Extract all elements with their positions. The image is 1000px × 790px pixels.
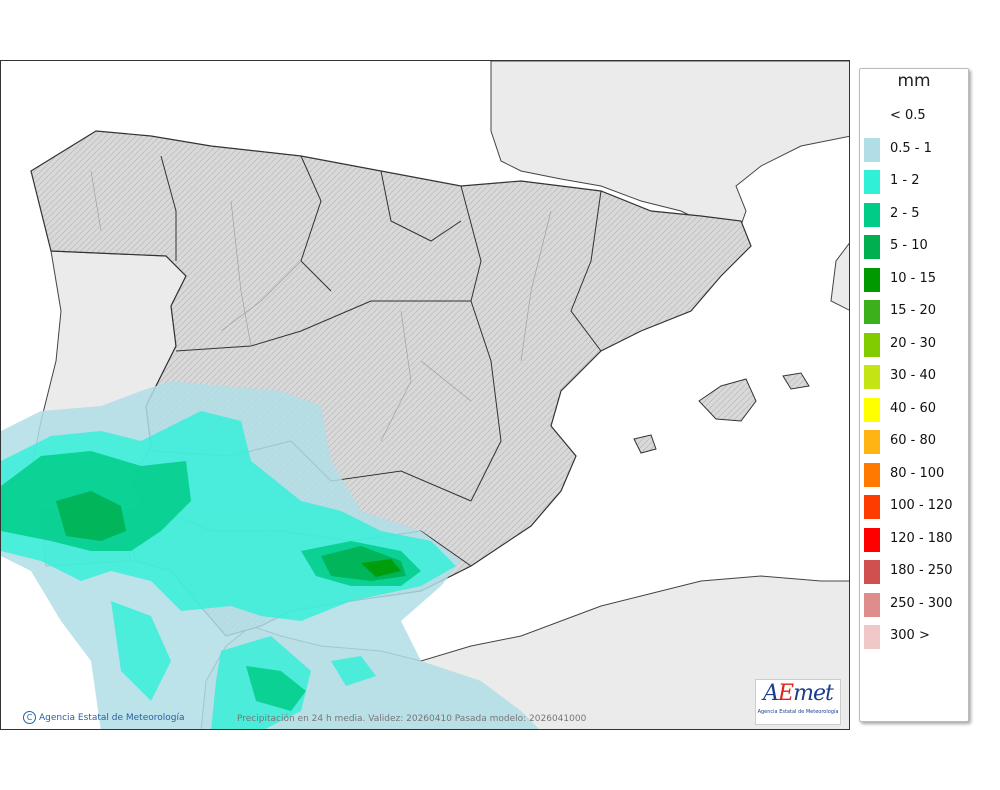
legend-label: 15 - 20 [890,303,937,318]
legend-label: 20 - 30 [890,335,937,351]
legend-swatch [864,592,880,617]
legend-label: < 0.5 [890,108,926,123]
legend-item: 1 - 2 [864,166,966,194]
map-canvas [1,61,849,729]
legend-item: < 0.5 [864,101,966,127]
legend-item: 250 - 300 [864,589,966,617]
legend-swatch [864,397,880,422]
legend-label: 10 - 15 [890,270,937,286]
map-credit: C Agencia Estatal de Meteorología [23,711,185,724]
legend-swatch [864,170,880,194]
legend-item: 30 - 40 [864,361,966,389]
legend-label: 40 - 60 [890,400,937,416]
legend-item: 120 - 180 [864,524,966,552]
legend-item: 180 - 250 [864,556,966,584]
legend-swatch [864,300,880,324]
mallorca-land [698,378,757,422]
legend-label: 100 - 120 [890,498,953,513]
precipitation-legend: mm < 0.5 0.5 - 1 1 - 2 2 - 5 5 - 10 10 - 15 15… [859,68,969,722]
legend-item: 0.5 - 1 [864,134,966,162]
legend-item: 80 - 100 [864,459,966,487]
precip-10-15 [361,559,401,577]
legend-swatch [864,137,880,162]
copyright-icon: C [23,711,36,724]
legend-label: 1 - 2 [890,173,920,188]
validity-text: Precipitación en 24 h media. Validez: 20… [237,714,587,724]
legend-label: 180 - 250 [890,563,953,578]
menorca-land [782,372,810,390]
legend-item: 15 - 20 [864,296,966,324]
legend-label: 5 - 10 [890,238,928,253]
legend-swatch [864,625,880,649]
legend-label: 30 - 40 [890,368,937,383]
legend-swatch [864,462,880,487]
legend-label: 120 - 180 [890,530,953,546]
legend-item: 60 - 80 [864,426,966,454]
legend-item: 300 > [864,621,966,649]
ibiza-land [633,434,657,454]
legend-item: 10 - 15 [864,264,966,292]
legend-item: 100 - 120 [864,491,966,519]
logo-subtitle: Agencia Estatal de Meteorología [757,709,839,715]
legend-item: 2 - 5 [864,199,966,227]
legend-swatch [864,235,880,259]
logo-wordmark: AEmet [763,681,834,706]
credit-text: Agencia Estatal de Meteorología [39,713,185,723]
legend-swatch [864,527,880,552]
legend-swatch [864,202,880,227]
legend-item: 40 - 60 [864,394,966,422]
precipitation-map[interactable]: C Agencia Estatal de Meteorología Precipi… [0,60,850,730]
sardinia-land [830,242,849,311]
legend-label: 2 - 5 [890,205,920,221]
legend-swatch [864,495,880,519]
legend-label: 80 - 100 [890,465,945,481]
legend-swatch [864,560,880,584]
legend-swatch [864,365,880,389]
legend-label: 60 - 80 [890,433,937,448]
legend-item: 20 - 30 [864,329,966,357]
legend-unit: mm [897,71,931,91]
legend-item: 5 - 10 [864,231,966,259]
legend-label: 300 > [890,628,930,643]
legend-swatch [864,332,880,357]
legend-swatch [864,267,880,292]
legend-label: 0.5 - 1 [890,140,932,156]
legend-swatch [864,430,880,454]
aemet-logo[interactable]: AEmet Agencia Estatal de Meteorología [755,679,841,725]
legend-label: 250 - 300 [890,595,953,611]
